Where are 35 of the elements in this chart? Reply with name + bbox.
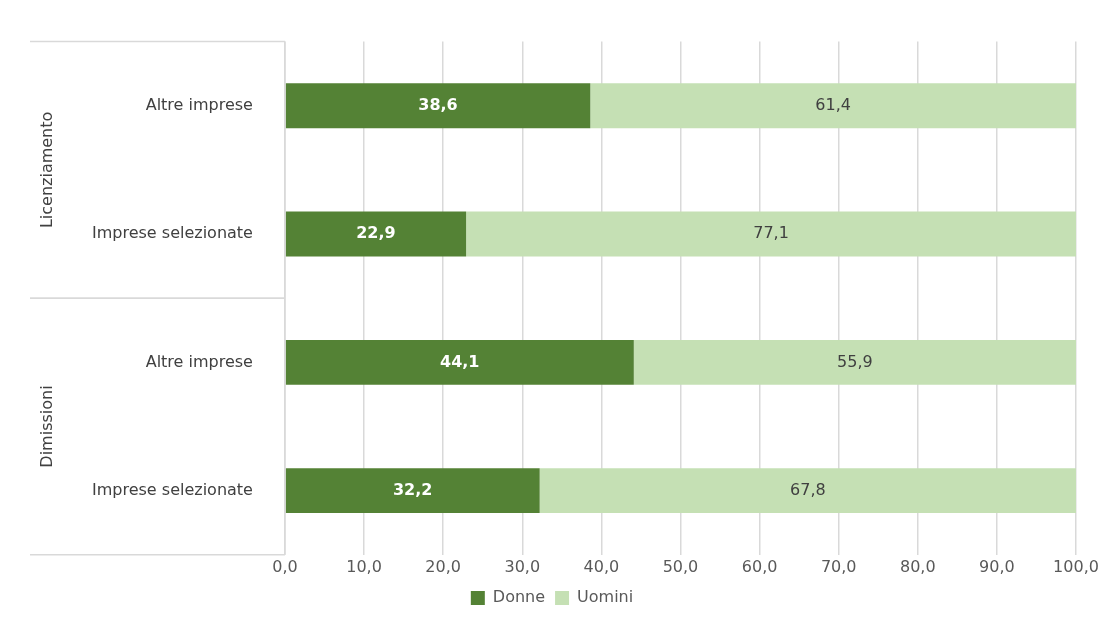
y-tick-label: Imprese selezionate	[91, 479, 253, 499]
bar	[539, 468, 1076, 514]
bar	[466, 211, 1076, 257]
text: Dimissioni	[37, 385, 57, 468]
y-tick-label: Altre imprese	[145, 94, 253, 114]
legend-label: Uomini	[577, 587, 634, 607]
x-tick-label: 100,0	[1053, 556, 1099, 576]
bar	[633, 339, 1076, 385]
x-tick-label: 80,0	[899, 556, 936, 576]
x-tick-label: 90,0	[979, 556, 1015, 576]
x-tick-label: 10,0	[346, 556, 382, 576]
data-label: 61,4	[815, 94, 851, 114]
legend-label: Donne	[492, 587, 546, 607]
x-tick-label: 70,0	[820, 556, 857, 576]
bar	[285, 339, 634, 385]
bar	[285, 83, 591, 129]
y-tick-label: Altre imprese	[145, 351, 253, 371]
text: Licenziamento	[37, 111, 57, 229]
data-label: 44,1	[440, 351, 480, 371]
x-tick-label: 20,0	[425, 556, 461, 576]
data-label: 32,2	[392, 479, 433, 499]
bar	[285, 468, 540, 514]
x-tick-label: 50,0	[662, 556, 699, 576]
data-label: 67,8	[790, 479, 826, 499]
data-label: 22,9	[356, 223, 396, 243]
bar	[285, 211, 467, 257]
x-tick-label: 60,0	[741, 556, 778, 576]
data-label: 55,9	[837, 351, 873, 371]
data-label: 38,6	[418, 94, 458, 114]
y-tick-label: Imprese selezionate	[91, 223, 253, 243]
bar	[590, 83, 1076, 129]
x-tick-label: 30,0	[504, 556, 541, 576]
x-tick-label: 40,0	[583, 556, 620, 576]
data-label: 77,1	[753, 223, 789, 243]
x-tick-label: 0,0	[272, 556, 298, 576]
